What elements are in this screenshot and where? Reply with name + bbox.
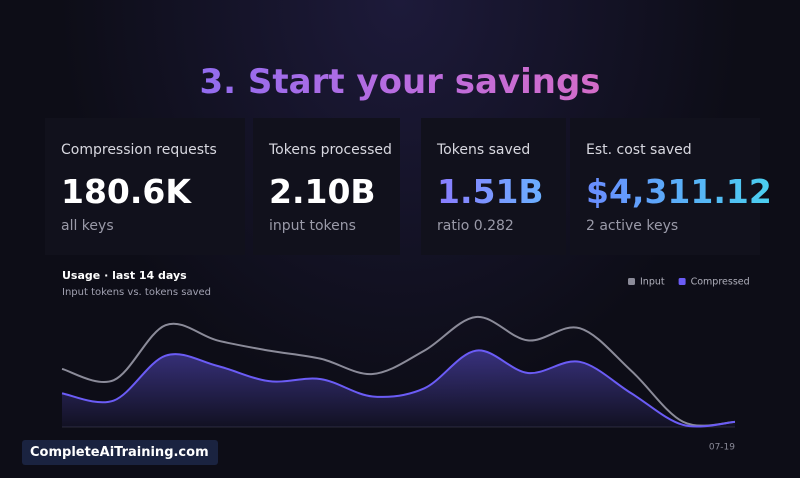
line	[61, 349, 736, 428]
legend-swatch	[678, 278, 686, 285]
stat-value: 2.10B	[269, 172, 376, 211]
line	[61, 315, 736, 427]
stat-card: Tokens saved 1.51B ratio 0.282	[421, 118, 566, 255]
chart-title: Usage · last 14 days	[62, 269, 187, 282]
chart-subtitle: Input tokens vs. tokens saved	[62, 287, 211, 298]
legend-swatch	[628, 278, 635, 285]
page-title: 3. Start your savings	[0, 62, 800, 102]
stat-sub: input tokens	[269, 218, 356, 234]
stat-card: Tokens processed 2.10B input tokens	[253, 118, 400, 255]
area	[62, 350, 735, 427]
stat-sub: 2 active keys	[586, 218, 679, 234]
stat-label: Est. cost saved	[586, 142, 692, 158]
stat-label: Tokens saved	[437, 142, 531, 158]
stat-sub: ratio 0.282	[437, 218, 514, 234]
stat-label: Compression requests	[61, 142, 217, 158]
stat-card: Est. cost saved $4,311.12 2 active keys	[570, 118, 772, 255]
stat-value: $4,311.12	[586, 172, 772, 211]
x-tick-label: 07-19	[709, 443, 735, 453]
stat-value: 1.51B	[437, 172, 544, 211]
watermark: CompleteAiTraining.com	[22, 440, 218, 465]
legend-label: Input	[640, 277, 665, 288]
stat-sub: all keys	[61, 218, 114, 234]
stat-value: 180.6K	[61, 172, 191, 211]
stat-card: Compression requests 180.6K all keys	[45, 118, 245, 255]
stat-label: Tokens processed	[269, 142, 392, 158]
legend-label: Compressed	[691, 277, 750, 288]
